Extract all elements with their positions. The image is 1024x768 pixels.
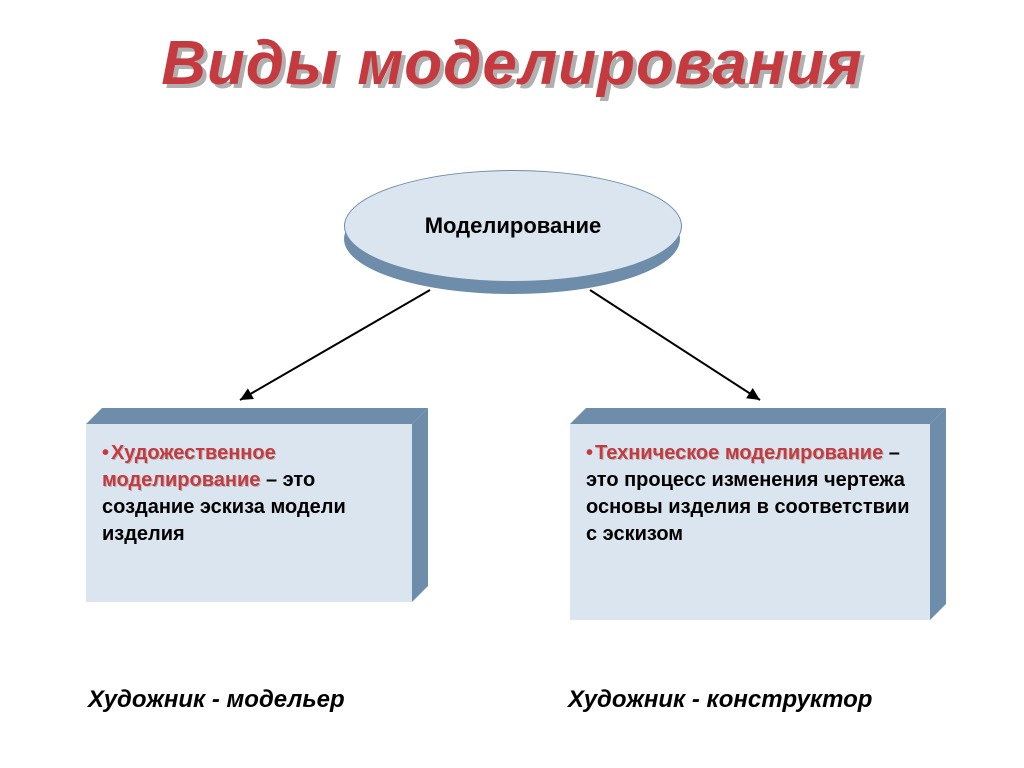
bullet-icon: • <box>102 442 109 464</box>
box-left-term: Художественное моделирование <box>102 442 276 491</box>
footer-right: Художник - конструктор <box>568 686 872 714</box>
page-title: Виды моделирования <box>0 28 1024 99</box>
box-right-front: •Техническое моделирование – это процесс… <box>570 424 930 620</box>
box-right: •Техническое моделирование – это процесс… <box>570 408 946 620</box>
arrow-right <box>578 278 772 412</box>
box-left-front: •Художественное моделирование – это созд… <box>86 424 412 602</box>
arrow-left <box>228 278 442 412</box>
footer-left: Художник - модельер <box>88 686 345 714</box>
root-node-label: Моделирование <box>425 213 602 239</box>
box-left: •Художественное моделирование – это созд… <box>86 408 428 602</box>
root-node: Моделирование <box>344 170 680 294</box>
root-node-top: Моделирование <box>344 170 682 282</box>
box-right-term: Техническое моделирование <box>595 442 883 464</box>
bullet-icon: • <box>586 442 593 464</box>
